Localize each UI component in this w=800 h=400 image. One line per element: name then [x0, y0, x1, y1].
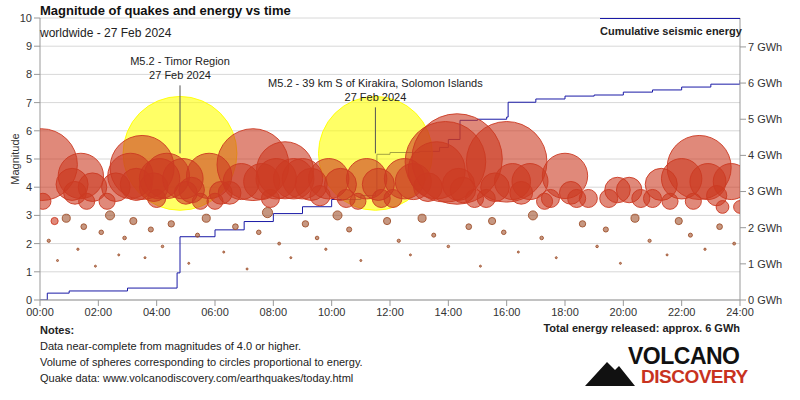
svg-text:2 GWh: 2 GWh	[748, 222, 782, 234]
svg-text:5 GWh: 5 GWh	[748, 113, 782, 125]
svg-text:20:00: 20:00	[610, 306, 638, 318]
svg-text:10: 10	[20, 12, 32, 24]
svg-text:8: 8	[26, 68, 32, 80]
svg-text:08:00: 08:00	[260, 306, 288, 318]
svg-text:2: 2	[26, 238, 32, 250]
svg-text:6: 6	[26, 125, 32, 137]
svg-text:06:00: 06:00	[201, 306, 229, 318]
svg-text:22:00: 22:00	[668, 306, 696, 318]
svg-text:0 GWh: 0 GWh	[748, 294, 782, 306]
svg-text:12:00: 12:00	[376, 306, 404, 318]
svg-text:0: 0	[26, 294, 32, 306]
html-text:Magnitude of quakes and energy: Magnitude of quakes and energy vs time	[40, 3, 291, 18]
svg-text:27 Feb 2024: 27 Feb 2024	[149, 69, 211, 81]
svg-text:4 GWh: 4 GWh	[748, 149, 782, 161]
svg-text:Magnitude: Magnitude	[9, 133, 21, 184]
svg-text:02:00: 02:00	[85, 306, 113, 318]
svg-text:16:00: 16:00	[493, 306, 521, 318]
svg-text:M5.2 - Timor Region: M5.2 - Timor Region	[130, 55, 230, 67]
html-text:Total energy released: approx.: Total energy released: approx. 6 GWh	[543, 322, 740, 334]
svg-text:3 GWh: 3 GWh	[748, 185, 782, 197]
html-text:DISCOVERY: DISCOVERY	[641, 366, 748, 387]
svg-text:7 GWh: 7 GWh	[748, 41, 782, 53]
svg-text:27 Feb 2024: 27 Feb 2024	[345, 91, 407, 103]
html-text:VOLCANO: VOLCANO	[628, 343, 740, 369]
html-text:Cumulative seismic energy: Cumulative seismic energy	[600, 25, 742, 37]
svg-text:9: 9	[26, 40, 32, 52]
svg-text:M5.2 - 39 km S of Kirakira, So: M5.2 - 39 km S of Kirakira, Solomon Isla…	[268, 77, 483, 89]
svg-text:1: 1	[26, 266, 32, 278]
svg-text:10:00: 10:00	[318, 306, 346, 318]
html-text:Volume of spheres correspondin: Volume of spheres corresponding to circl…	[40, 356, 363, 368]
svg-text:00:00: 00:00	[26, 306, 54, 318]
svg-text:6 GWh: 6 GWh	[748, 77, 782, 89]
svg-text:4: 4	[26, 181, 32, 193]
html-text:Data near-complete from magnit: Data near-complete from magnitudes of 4.…	[40, 340, 302, 352]
svg-text:5: 5	[26, 153, 32, 165]
html-text:worldwide - 27 Feb 2024: worldwide - 27 Feb 2024	[40, 26, 172, 40]
svg-text:24:00: 24:00	[726, 306, 754, 318]
svg-text:7: 7	[26, 97, 32, 109]
svg-text:04:00: 04:00	[143, 306, 171, 318]
svg-text:18:00: 18:00	[551, 306, 579, 318]
svg-text:1 GWh: 1 GWh	[748, 258, 782, 270]
html-text:Notes:: Notes:	[40, 324, 75, 336]
svg-text:3: 3	[26, 209, 32, 221]
svg-text:14:00: 14:00	[435, 306, 463, 318]
html-text:Quake data: www.volcanodiscove: Quake data: www.volcanodiscovery.com/ear…	[40, 372, 354, 384]
